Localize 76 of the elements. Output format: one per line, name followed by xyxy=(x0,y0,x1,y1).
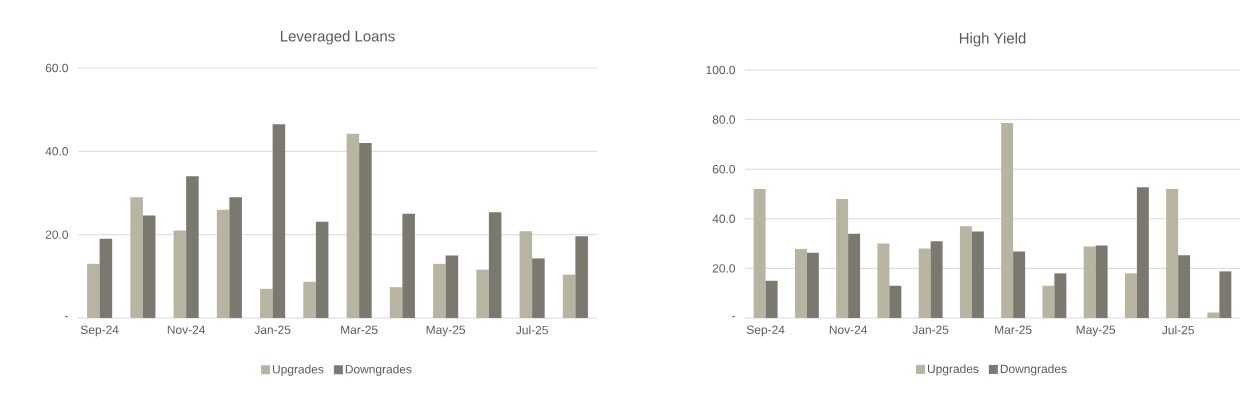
bar xyxy=(87,263,100,318)
bar xyxy=(488,212,502,318)
bar xyxy=(229,197,242,318)
bar xyxy=(1001,123,1014,318)
x-tick-label: May-25 xyxy=(426,325,466,337)
bar xyxy=(918,248,931,318)
x-tick-label: Jul-25 xyxy=(516,325,548,335)
bar xyxy=(1042,285,1055,318)
bar xyxy=(303,281,316,318)
chart-title: Leveraged Loans xyxy=(280,30,395,45)
bar xyxy=(346,133,360,318)
y-tick-label: 60.0 xyxy=(712,164,736,174)
bar xyxy=(765,280,778,318)
bar xyxy=(1136,187,1149,318)
bar xyxy=(1178,255,1191,318)
bar xyxy=(971,231,984,318)
bar xyxy=(260,288,273,318)
x-tick-label: Sep-24 xyxy=(80,325,119,337)
bar xyxy=(359,143,372,318)
bar xyxy=(575,236,588,318)
x-tick-label: Jul-25 xyxy=(1162,325,1194,335)
x-tick-label: Jan-25 xyxy=(254,325,291,334)
bar xyxy=(836,198,849,318)
bar xyxy=(889,285,902,318)
y-tick-label: 40.0 xyxy=(712,214,736,224)
bar xyxy=(1083,246,1096,318)
bar xyxy=(389,287,403,318)
bar xyxy=(562,274,576,318)
y-tick-label: 100.0 xyxy=(706,65,736,75)
legend-label: Downgrades xyxy=(1000,364,1067,376)
bar xyxy=(794,249,807,318)
bar xyxy=(1013,251,1026,318)
bar xyxy=(519,231,533,318)
chart-title: High Yield xyxy=(959,32,1026,47)
bar xyxy=(173,230,187,318)
bar xyxy=(99,238,113,318)
bar xyxy=(753,189,766,318)
bar xyxy=(1166,189,1179,318)
bar xyxy=(959,226,972,318)
bar xyxy=(1219,271,1232,318)
x-tick-label: Sep-24 xyxy=(746,325,785,337)
bar xyxy=(1207,312,1220,318)
y-tick-label: 20.0 xyxy=(45,230,69,239)
legend-label: Upgrades xyxy=(272,364,324,376)
x-tick-label: Mar-25 xyxy=(341,325,378,334)
legend-label: Downgrades xyxy=(345,364,412,376)
x-tick-label: Nov-24 xyxy=(167,325,206,334)
y-tick-label: 60.0 xyxy=(45,63,69,73)
bar xyxy=(1054,273,1067,318)
bar xyxy=(433,263,446,318)
x-tick-label: Nov-24 xyxy=(829,325,868,334)
x-tick-label: Jan-25 xyxy=(912,325,949,334)
bar xyxy=(402,213,415,318)
bar xyxy=(930,241,943,318)
bar xyxy=(877,243,890,318)
y-tick-label: 80.0 xyxy=(712,115,736,124)
bar xyxy=(216,209,230,318)
bar xyxy=(315,221,329,318)
x-tick-label: Mar-25 xyxy=(995,325,1032,334)
y-tick-label: - xyxy=(732,316,735,318)
y-tick-label: - xyxy=(65,316,68,318)
bar xyxy=(1095,245,1108,318)
bar xyxy=(848,233,861,318)
x-tick-label: May-25 xyxy=(1076,325,1116,337)
y-tick-label: 40.0 xyxy=(45,147,69,156)
bar xyxy=(532,258,545,318)
bar xyxy=(130,197,143,318)
bar xyxy=(445,255,459,318)
y-tick-label: 20.0 xyxy=(712,264,736,273)
bar xyxy=(272,124,286,318)
bar xyxy=(186,176,199,318)
bar xyxy=(476,269,489,318)
bar xyxy=(1124,273,1137,318)
bar xyxy=(142,215,156,318)
legend-label: Upgrades xyxy=(927,364,979,376)
bar xyxy=(806,252,819,318)
